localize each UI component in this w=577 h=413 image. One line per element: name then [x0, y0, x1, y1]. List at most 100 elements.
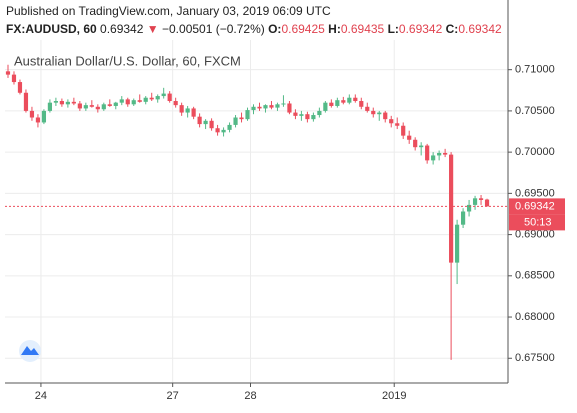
- candle-body: [29, 110, 35, 118]
- low-label: L:: [387, 22, 399, 36]
- candle-body: [425, 145, 430, 161]
- candle-body: [311, 115, 316, 120]
- candle-body: [173, 101, 178, 106]
- candle-body: [257, 106, 262, 109]
- x-tick-label: 28: [244, 390, 256, 402]
- published-line: Published on TradingView.com, January 03…: [6, 4, 331, 18]
- candle-body: [460, 211, 466, 225]
- y-tick-label: 0.68000: [515, 311, 555, 323]
- candle-body: [431, 155, 436, 161]
- candle-body: [143, 97, 148, 102]
- candle-body: [101, 104, 106, 110]
- candle-body: [281, 103, 286, 105]
- candle-body: [71, 101, 76, 104]
- candle-body: [377, 112, 382, 115]
- candle-body: [449, 154, 454, 263]
- chart-title: Australian Dollar/U.S. Dollar, 60, FXCM: [14, 53, 241, 68]
- candle-body: [131, 100, 136, 105]
- candle-body: [389, 119, 394, 124]
- candle-body: [203, 120, 208, 125]
- x-tick-label: 27: [167, 390, 179, 402]
- candle-body: [239, 117, 244, 120]
- close-value: 0.69342: [458, 22, 502, 36]
- y-tick-label: 0.70500: [515, 105, 555, 117]
- candle-body: [59, 101, 64, 105]
- open-label: O:: [268, 22, 282, 36]
- candle-body: [305, 114, 310, 120]
- down-arrow: ▼: [146, 22, 159, 36]
- candle-body: [287, 103, 292, 113]
- candle-body: [323, 102, 328, 111]
- candle-body: [419, 145, 424, 148]
- candle-body: [215, 128, 220, 133]
- candle-body: [185, 108, 190, 113]
- candle-body: [77, 103, 82, 109]
- candle-body: [317, 110, 322, 116]
- candle-body: [263, 105, 268, 109]
- candle-body: [197, 116, 202, 125]
- candle-body: [329, 102, 334, 106]
- candle-body: [191, 108, 196, 117]
- candle-body: [17, 82, 23, 93]
- x-tick-label: 2019: [382, 390, 406, 402]
- candle-body: [413, 139, 418, 148]
- candle-body: [35, 117, 41, 123]
- candle-body: [472, 198, 478, 205]
- x-tick-label: 24: [35, 390, 47, 402]
- price-box: [509, 198, 565, 215]
- candle-body: [335, 100, 340, 106]
- logo: [19, 340, 41, 362]
- candle-body: [245, 110, 250, 120]
- candle-body: [443, 152, 448, 155]
- countdown-box: [509, 214, 565, 231]
- candle-body: [53, 101, 58, 103]
- candle-body: [401, 125, 406, 136]
- candle-body: [455, 224, 460, 263]
- candle-body: [275, 104, 280, 108]
- candle-body: [383, 112, 388, 120]
- candle-body: [137, 100, 142, 102]
- candle-body: [155, 96, 160, 100]
- candle-body: [365, 106, 370, 111]
- candle-body: [395, 123, 400, 126]
- candle-body: [89, 105, 94, 107]
- candle-body: [299, 114, 304, 116]
- candle-body: [47, 102, 53, 111]
- price-label: 0.69342: [515, 200, 555, 212]
- candle-body: [209, 120, 214, 129]
- candle-body: [161, 93, 166, 97]
- candle-body: [107, 104, 112, 106]
- candle-body: [11, 74, 17, 83]
- candle-body: [251, 106, 256, 111]
- candle-body: [125, 99, 130, 105]
- candle-body: [484, 199, 490, 207]
- high-label: H:: [328, 22, 341, 36]
- candle-body: [347, 97, 352, 103]
- low-value: 0.69342: [398, 22, 443, 36]
- candle-body: [23, 92, 29, 111]
- candle-body: [407, 135, 412, 140]
- candle-body: [95, 106, 100, 110]
- candle-body: [5, 71, 11, 75]
- y-tick-label: 0.68500: [515, 270, 555, 282]
- high-value: 0.69435: [340, 22, 385, 36]
- candle-body: [221, 129, 226, 133]
- open-value: 0.69425: [281, 22, 325, 36]
- change: −0.00501 (−0.72%): [162, 22, 265, 36]
- y-tick-label: 0.71000: [515, 64, 555, 76]
- candle-body: [83, 105, 88, 109]
- candle-body: [371, 110, 376, 115]
- candle-body: [113, 102, 118, 106]
- symbol: FX:AUDUSD, 60: [6, 22, 97, 36]
- candle-body: [149, 97, 154, 100]
- candle-body: [478, 198, 484, 200]
- candle-body: [359, 101, 364, 107]
- y-tick-label: 0.70000: [515, 146, 555, 158]
- candle-body: [179, 105, 184, 113]
- y-tick-label: 0.69500: [515, 187, 555, 199]
- candle-body: [167, 93, 172, 102]
- close-label: C:: [445, 22, 459, 36]
- candle-body: [293, 112, 298, 116]
